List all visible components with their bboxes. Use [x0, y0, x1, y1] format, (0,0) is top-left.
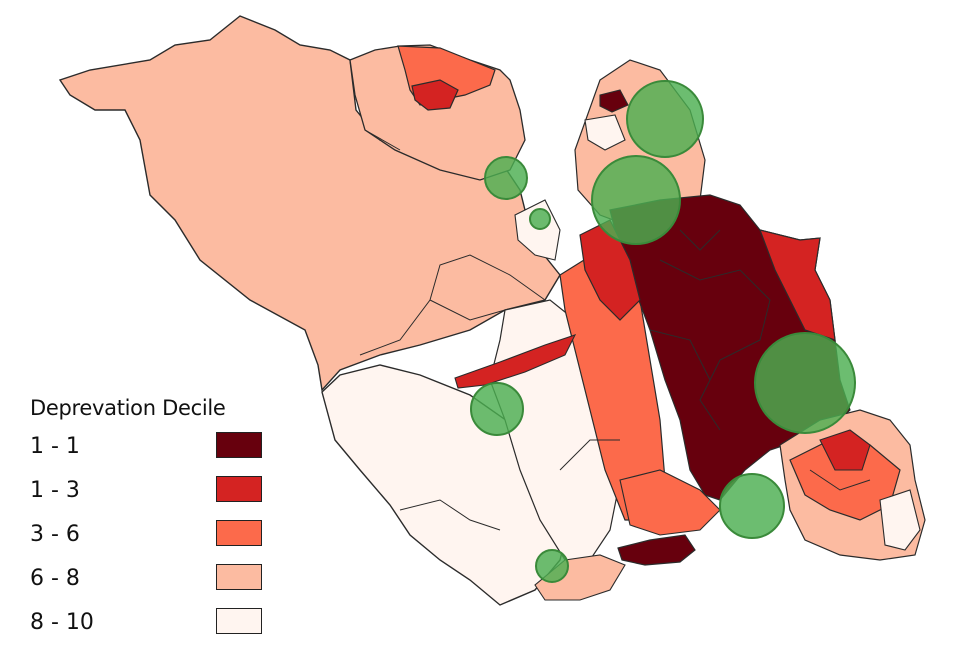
region-top-dark — [599, 89, 629, 113]
region-north-dark — [411, 79, 459, 111]
marker-tiny — [529, 208, 551, 230]
legend-swatch-decile-1 — [216, 432, 262, 458]
legend-row-1: 1 - 1 — [30, 430, 280, 474]
legend-row-2: 1 - 3 — [30, 474, 280, 518]
legend-swatch-decile-3-6 — [216, 520, 262, 546]
region-southeast-light — [879, 489, 921, 551]
marker-west — [470, 382, 524, 436]
region-east-fringe — [759, 229, 836, 341]
region-south-middle — [619, 469, 721, 536]
legend-swatch-decile-6-8 — [216, 564, 262, 590]
region-west-strip — [454, 334, 577, 389]
legend-row-3: 3 - 6 — [30, 518, 280, 562]
region-southeast-red — [819, 429, 871, 471]
region-top-light — [584, 114, 626, 151]
legend-row-5: 8 - 10 — [30, 606, 280, 650]
marker-east-large — [754, 332, 856, 434]
region-south-pocket — [617, 534, 696, 566]
marker-south-east — [719, 473, 785, 539]
legend-swatch-decile-1-3 — [216, 476, 262, 502]
legend-swatch-decile-8-10 — [216, 608, 262, 634]
marker-south — [535, 549, 569, 583]
legend-label: 1 - 1 — [30, 434, 80, 459]
legend-title: Deprevation Decile — [30, 396, 226, 420]
marker-north-small — [484, 156, 528, 200]
markers — [470, 80, 856, 583]
legend-label: 1 - 3 — [30, 478, 80, 503]
legend-label: 3 - 6 — [30, 522, 80, 547]
internal-boundaries — [359, 129, 871, 531]
marker-ne-mid — [591, 155, 681, 245]
legend-label: 6 - 8 — [30, 566, 80, 591]
legend-label: 8 - 10 — [30, 610, 94, 635]
legend-row-4: 6 - 8 — [30, 562, 280, 606]
map-legend: Deprevation Decile 1 - 1 1 - 3 3 - 6 6 -… — [30, 396, 280, 650]
marker-ne-top — [626, 80, 704, 158]
